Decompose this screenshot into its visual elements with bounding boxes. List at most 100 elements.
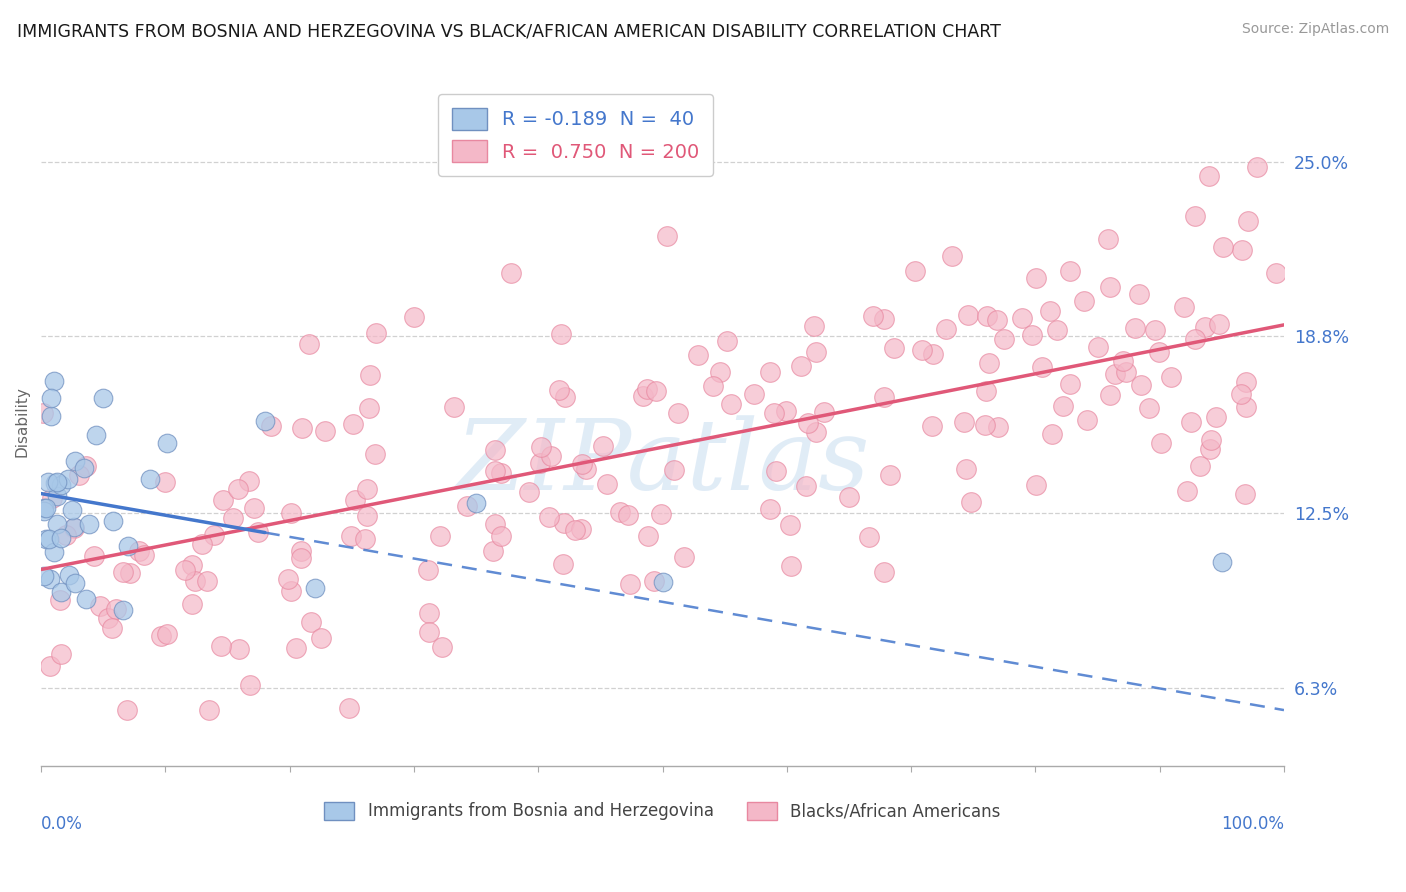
Point	[1143, 323, 1166, 337]
Point	[575, 462, 598, 476]
Point	[797, 416, 820, 430]
Point	[344, 493, 367, 508]
Point	[709, 366, 731, 380]
Point	[49, 531, 72, 545]
Y-axis label: Disability: Disability	[15, 386, 30, 458]
Point	[91, 391, 114, 405]
Point	[838, 490, 860, 504]
Point	[173, 563, 195, 577]
Point	[596, 477, 619, 491]
Point	[1104, 367, 1126, 381]
Point	[38, 572, 60, 586]
Point	[117, 539, 139, 553]
Point	[1137, 401, 1160, 416]
Text: 100.0%: 100.0%	[1220, 814, 1284, 832]
Point	[285, 641, 308, 656]
Point	[45, 475, 67, 490]
Point	[804, 345, 827, 359]
Point	[1073, 294, 1095, 309]
Text: IMMIGRANTS FROM BOSNIA AND HERZEGOVINA VS BLACK/AFRICAN AMERICAN DISABILITY CORR: IMMIGRANTS FROM BOSNIA AND HERZEGOVINA V…	[17, 22, 1001, 40]
Point	[1046, 323, 1069, 337]
Point	[883, 341, 905, 355]
Point	[253, 414, 276, 428]
Point	[879, 467, 901, 482]
Point	[101, 514, 124, 528]
Point	[1025, 478, 1047, 492]
Point	[277, 572, 299, 586]
Point	[83, 549, 105, 563]
Point	[35, 501, 58, 516]
Point	[686, 348, 709, 362]
Point	[1246, 161, 1268, 175]
Point	[35, 532, 58, 546]
Point	[112, 566, 135, 580]
Point	[813, 405, 835, 419]
Point	[1205, 410, 1227, 425]
Point	[553, 516, 575, 530]
Point	[101, 621, 124, 635]
Point	[120, 566, 142, 581]
Point	[112, 603, 135, 617]
Point	[221, 511, 243, 525]
Point	[41, 491, 63, 505]
Point	[97, 611, 120, 625]
Point	[548, 383, 571, 397]
Point	[619, 576, 641, 591]
Point	[1234, 400, 1257, 414]
Point	[363, 447, 385, 461]
Point	[1232, 243, 1254, 257]
Point	[592, 439, 614, 453]
Point	[637, 383, 659, 397]
Point	[1011, 311, 1033, 326]
Point	[364, 326, 387, 341]
Point	[38, 532, 60, 546]
Point	[1025, 270, 1047, 285]
Point	[211, 493, 233, 508]
Point	[609, 505, 631, 519]
Legend: Immigrants from Bosnia and Herzegovina, Blacks/African Americans: Immigrants from Bosnia and Herzegovina, …	[318, 795, 1007, 827]
Point	[429, 529, 451, 543]
Point	[1212, 240, 1234, 254]
Point	[1149, 436, 1171, 450]
Point	[499, 266, 522, 280]
Point	[339, 529, 361, 543]
Point	[986, 312, 1008, 326]
Point	[941, 249, 963, 263]
Point	[128, 543, 150, 558]
Point	[1194, 320, 1216, 334]
Point	[1099, 387, 1122, 401]
Point	[1097, 232, 1119, 246]
Point	[298, 337, 321, 351]
Point	[1052, 399, 1074, 413]
Point	[45, 516, 67, 531]
Point	[666, 406, 689, 420]
Point	[44, 476, 66, 491]
Point	[758, 501, 780, 516]
Point	[644, 384, 666, 399]
Point	[46, 489, 69, 503]
Point	[765, 464, 787, 478]
Point	[1128, 286, 1150, 301]
Point	[260, 418, 283, 433]
Point	[794, 478, 817, 492]
Point	[763, 406, 786, 420]
Point	[1173, 300, 1195, 314]
Point	[702, 379, 724, 393]
Point	[1188, 458, 1211, 473]
Point	[41, 409, 63, 423]
Point	[356, 509, 378, 524]
Point	[198, 703, 221, 717]
Point	[911, 343, 934, 358]
Point	[309, 631, 332, 645]
Point	[650, 507, 672, 521]
Point	[156, 436, 179, 450]
Point	[290, 550, 312, 565]
Point	[63, 520, 86, 534]
Point	[190, 537, 212, 551]
Point	[49, 647, 72, 661]
Point	[32, 568, 55, 582]
Point	[1184, 209, 1206, 223]
Point	[32, 501, 55, 516]
Point	[1149, 344, 1171, 359]
Point	[569, 522, 592, 536]
